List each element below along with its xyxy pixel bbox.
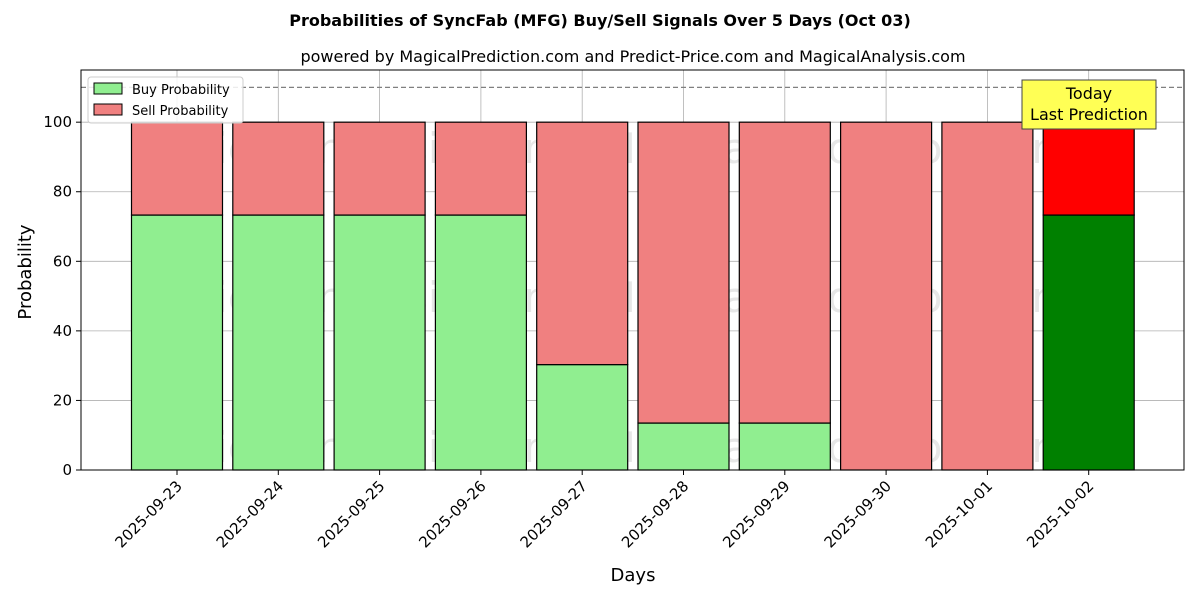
legend-swatch-buy (93, 82, 123, 95)
bar-buy (434, 214, 527, 471)
today-annotation: Today Last Prediction (1021, 79, 1157, 130)
bar-buy (1042, 214, 1135, 471)
y-tick-label: 80 (53, 183, 72, 201)
bar-sell (738, 121, 831, 424)
x-tick-label: 2025-09-25 (314, 477, 388, 551)
bar-buy (232, 214, 325, 471)
bar-buy (333, 214, 426, 471)
chart-subtitle: powered by MagicalPrediction.com and Pre… (300, 47, 965, 66)
bar-sell (536, 121, 629, 366)
bar-sell (637, 121, 730, 424)
x-tick-label: 2025-09-28 (618, 477, 692, 551)
bar-buy (536, 364, 629, 471)
y-tick-label: 20 (53, 391, 72, 409)
y-axis: 0 20 40 60 80 100 (43, 113, 81, 479)
annotation-line-2: Last Prediction (1030, 105, 1148, 124)
bar-sell (333, 121, 426, 216)
y-tick-label: 60 (53, 252, 72, 270)
bar-buy (637, 422, 730, 471)
legend-label-buy: Buy Probability (132, 83, 230, 98)
bar-sell (941, 121, 1034, 471)
bars (130, 121, 1135, 471)
y-axis-label: Probability (15, 224, 36, 319)
x-tick-label: 2025-09-24 (213, 477, 287, 551)
x-tick-label: 2025-09-23 (111, 477, 185, 551)
legend-swatch-sell (93, 103, 123, 116)
annotation-box (1021, 79, 1157, 130)
legend: Buy Probability Sell Probability (87, 76, 244, 124)
x-tick-label: 2025-10-01 (922, 477, 996, 551)
x-tick-label: 2025-09-30 (821, 477, 895, 551)
x-tick-label: 2025-09-27 (517, 477, 591, 551)
y-tick-label: 100 (43, 113, 72, 131)
x-axis: 2025-09-23 2025-09-24 2025-09-25 2025-09-26… (111, 470, 1098, 551)
bar-sell (130, 121, 224, 216)
bar-sell (232, 121, 325, 216)
bar-sell (434, 121, 527, 216)
x-tick-label: 2025-09-26 (415, 477, 489, 551)
x-tick-label: 2025-10-02 (1023, 477, 1097, 551)
chart-title: Probabilities of SyncFab (MFG) Buy/Sell … (289, 11, 911, 30)
legend-label-sell: Sell Probability (132, 104, 229, 119)
annotation-line-1: Today (1065, 84, 1112, 103)
y-tick-label: 0 (62, 461, 72, 479)
bar-buy (738, 422, 831, 471)
x-axis-label: Days (611, 565, 656, 586)
plot-frame (80, 69, 1185, 471)
x-tick-label: 2025-09-29 (719, 477, 793, 551)
y-tick-label: 40 (53, 322, 72, 340)
bar-sell (839, 121, 933, 471)
bar-sell (1042, 121, 1135, 216)
legend-box (87, 76, 244, 124)
bar-buy (130, 214, 224, 471)
